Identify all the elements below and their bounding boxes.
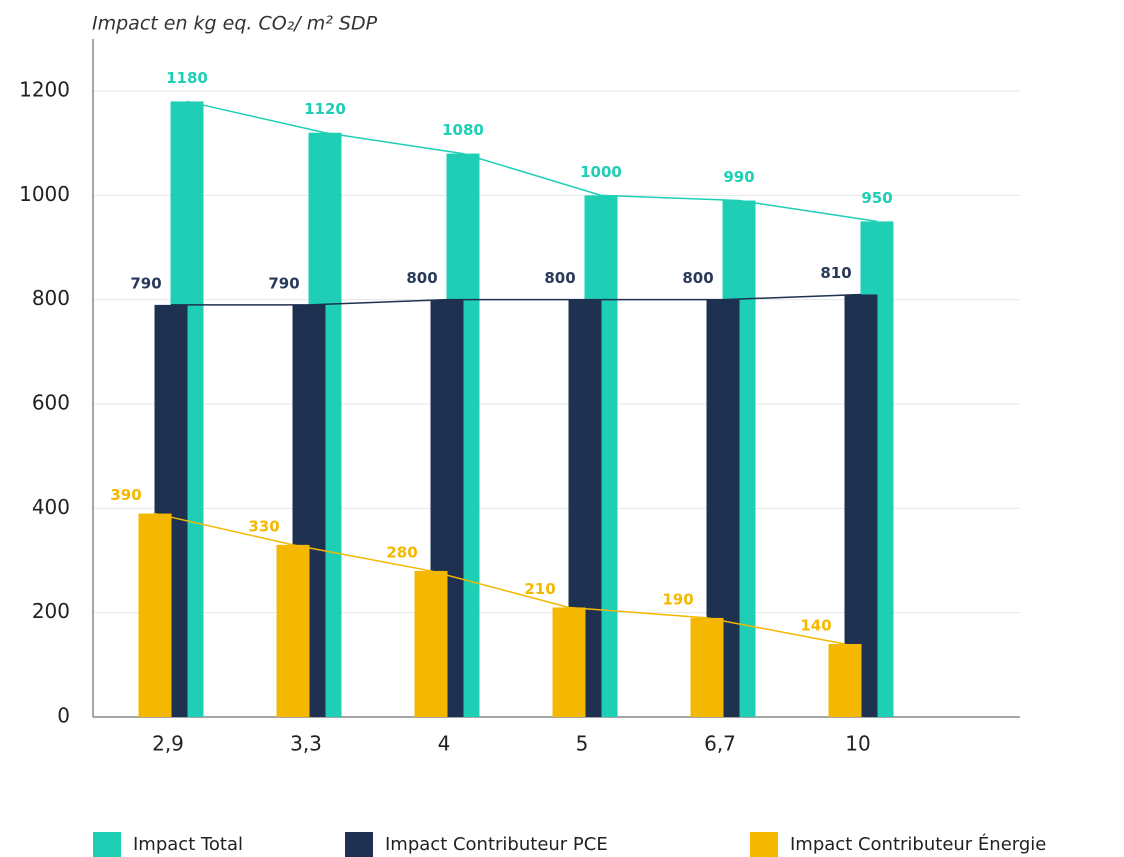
series-line [171, 293, 862, 306]
data-label: 990 [723, 168, 754, 186]
y-tick-label: 800 [32, 286, 70, 310]
series-line [186, 100, 878, 223]
data-label: 190 [662, 590, 693, 608]
y-axis-label: Impact en kg eq. CO₂/ m² SDP [92, 13, 378, 35]
data-label: 390 [110, 486, 141, 504]
bar [138, 513, 172, 717]
bar [690, 617, 724, 717]
x-tick-label: 10 [845, 732, 870, 756]
data-label: 800 [544, 269, 575, 287]
data-label: 790 [268, 274, 299, 292]
x-tick-label: 5 [576, 732, 589, 756]
legend-label: Impact Contributeur PCE [385, 834, 608, 855]
bar [828, 643, 862, 717]
data-label: 810 [820, 264, 851, 282]
data-label: 1000 [580, 163, 622, 181]
data-label: 140 [800, 616, 831, 634]
data-label: 280 [386, 543, 417, 561]
data-label: 950 [861, 189, 892, 207]
data-label: 1120 [304, 100, 346, 118]
legend-label: Impact Contributeur Énergie [790, 833, 1046, 855]
legend-swatch [750, 832, 778, 857]
legend-label: Impact Total [133, 834, 243, 855]
data-label: 1080 [442, 121, 484, 139]
bar [276, 544, 310, 717]
series-line [154, 512, 846, 645]
y-tick-label: 200 [32, 599, 70, 623]
y-tick-label: 1000 [19, 182, 70, 206]
data-label: 330 [248, 517, 279, 535]
bar [552, 607, 586, 717]
x-tick-label: 3,3 [290, 732, 322, 756]
data-label: 1180 [166, 69, 208, 87]
data-label: 800 [406, 269, 437, 287]
data-label: 800 [682, 269, 713, 287]
legend-swatch [93, 832, 121, 857]
y-tick-label: 600 [32, 391, 70, 415]
y-tick-label: 0 [57, 704, 70, 728]
x-tick-label: 4 [438, 732, 451, 756]
x-tick-label: 6,7 [704, 732, 736, 756]
x-tick-label: 2,9 [152, 732, 184, 756]
y-tick-label: 400 [32, 495, 70, 519]
data-label: 210 [524, 580, 555, 598]
data-label: 790 [130, 274, 161, 292]
y-tick-label: 1200 [19, 78, 70, 102]
legend-swatch [345, 832, 373, 857]
bar [414, 570, 448, 717]
